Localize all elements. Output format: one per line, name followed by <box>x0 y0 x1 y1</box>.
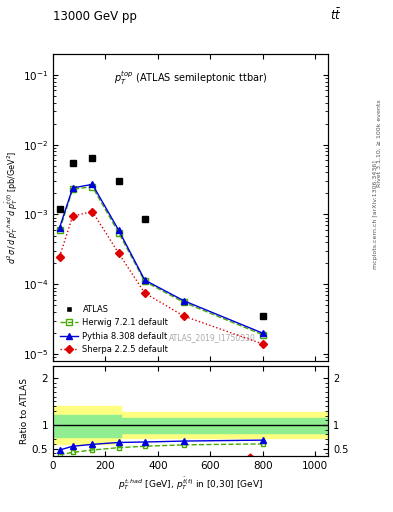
Y-axis label: $d^2\sigma\,/\,d\,p_T^{t,had}\,d\,p_T^{\bar{t}(t)}$ [pb/GeV$^2$]: $d^2\sigma\,/\,d\,p_T^{t,had}\,d\,p_T^{\… <box>3 151 20 264</box>
Text: $t\bar{t}$: $t\bar{t}$ <box>330 8 342 23</box>
Text: $p_T^{top}$ (ATLAS semileptonic ttbar): $p_T^{top}$ (ATLAS semileptonic ttbar) <box>114 69 267 87</box>
Text: ATLAS_2019_I1750330: ATLAS_2019_I1750330 <box>169 333 256 343</box>
Text: 13000 GeV pp: 13000 GeV pp <box>53 10 137 23</box>
Legend: ATLAS, Herwig 7.2.1 default, Pythia 8.308 default, Sherpa 2.2.5 default: ATLAS, Herwig 7.2.1 default, Pythia 8.30… <box>60 305 168 354</box>
X-axis label: $p_T^{t,had}$ [GeV], $p_T^{\bar{t}(t)}$ in [0,30] [GeV]: $p_T^{t,had}$ [GeV], $p_T^{\bar{t}(t)}$ … <box>118 475 263 492</box>
Y-axis label: Ratio to ATLAS: Ratio to ATLAS <box>20 378 29 444</box>
Text: mcplots.cern.ch [arXiv:1306.3436]: mcplots.cern.ch [arXiv:1306.3436] <box>373 161 378 269</box>
Text: Rivet 3.1.10, ≥ 100k events: Rivet 3.1.10, ≥ 100k events <box>377 99 382 187</box>
